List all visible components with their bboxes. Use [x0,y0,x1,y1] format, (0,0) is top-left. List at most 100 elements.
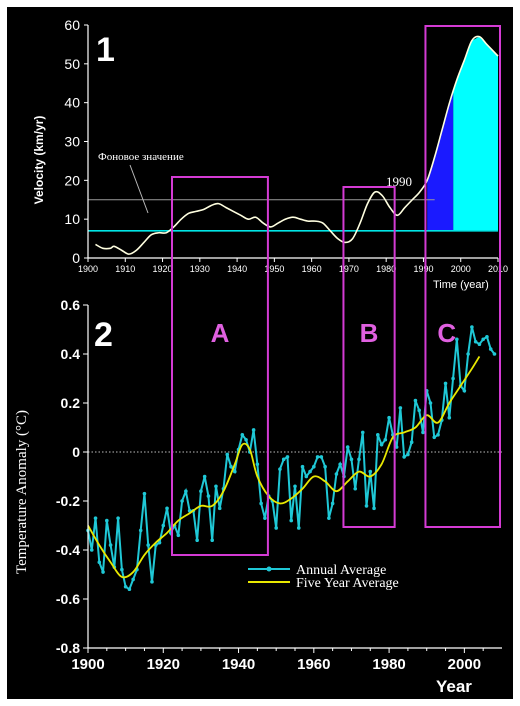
annual-average-point [285,455,290,459]
annual-average-point [150,580,154,584]
velocity-y-tick-label: 60 [64,17,80,33]
annual-average-point [398,406,403,410]
annual-average-point [368,469,373,474]
annual-average-point [127,587,132,591]
annual-average-point [357,457,361,462]
temperature-x-tick-label: 1900 [71,656,104,673]
year-1990-annotation: 1990 [386,174,412,189]
annual-average-point [481,337,485,342]
annual-average-point [232,469,237,474]
annual-average-point [202,474,207,479]
annual-average-point [146,543,151,547]
annual-average-point [466,352,470,356]
highlight-box-c [424,25,502,528]
annual-average-point [379,442,384,447]
temperature-x-tick-label: 1960 [297,656,330,673]
temperature-x-ticks: 1900 1920 1940 1960 1980 2000 [71,648,484,673]
velocity-y-tick-label: 0 [72,250,80,266]
annual-average-point [97,560,102,565]
chart-background [7,7,513,699]
annual-average-point [176,533,181,538]
velocity-y-tick-label: 20 [64,172,80,188]
annual-average-point [93,516,98,520]
velocity-x-tick-label: 1910 [115,264,135,274]
annual-average-point [360,430,365,435]
annual-average-point [251,428,256,432]
highlight-box-label-c: C [437,318,456,348]
annual-average-point [225,452,230,457]
annual-average-point [281,457,286,462]
annual-average-point [488,347,493,351]
velocity-y-tick-label: 10 [64,211,80,227]
annual-average-point [485,335,489,339]
annual-average-point [364,504,369,508]
velocity-y-tick-label: 50 [64,56,80,72]
temperature-y-tick-label: 0 [72,444,80,460]
annual-average-point [477,342,482,347]
temperature-y-axis-label: Temperature Anomaly (°C) [14,410,30,574]
annual-average-point [492,352,497,356]
background-label-leader [129,164,149,214]
annual-average-point [323,464,327,469]
annual-average-point [217,506,222,511]
annual-average-point [259,501,263,506]
five-year-average-line [87,355,481,579]
annual-average-point [300,464,305,469]
annual-average-point [406,452,410,457]
velocity-x-tick-label: 1930 [190,264,210,274]
velocity-y-tick-label: 40 [64,95,80,111]
annual-average-point [278,467,282,471]
annual-average-point [214,484,218,489]
annual-average-point [372,506,376,511]
annual-average-point [421,430,425,435]
legend-annual-marker [266,566,272,572]
velocity-line [95,35,499,255]
velocity-y-tick-label: 30 [64,134,80,150]
annual-average-point [338,462,342,467]
annual-average-point [263,516,267,520]
annual-average-point [195,538,199,542]
annual-average-point [443,381,448,386]
annual-average-point [470,325,474,329]
temperature-x-tick-label: 1920 [147,656,180,673]
annual-average-point [138,528,143,533]
velocity-x-tick-label: 1950 [264,264,284,274]
annual-average-point [199,489,203,494]
annual-average-point [417,408,422,413]
highlight-box-b [342,186,396,528]
annual-average-point [274,526,278,530]
temperature-y-ticks: -0.8 -0.6 -0.4 -0.2 0 0.2 0.4 0.6 [56,297,88,656]
velocity-x-tick-label: 2010 [488,264,508,274]
temperature-x-tick-label: 1940 [222,656,255,673]
annual-average-point [353,486,358,491]
annual-average-point [244,437,248,442]
velocity-fill-bands [427,36,498,231]
annual-average-point [447,415,452,420]
annual-average-point [255,462,260,467]
annual-average-point [327,516,331,520]
temperature-y-tick-label: -0.2 [56,493,80,509]
annual-average-point [436,433,440,437]
annual-average-point [289,518,294,523]
annual-average-point [462,388,467,393]
highlight-box-a [171,176,269,556]
annual-average-point [349,457,354,462]
annual-average-point [184,489,188,494]
temperature-y-tick-label: -0.4 [56,542,80,558]
annual-average-point [89,548,94,552]
velocity-fill-band-1 [427,91,454,231]
annual-average-point [409,440,414,445]
velocity-x-tick-label: 1940 [227,264,247,274]
annual-average-point [428,401,433,405]
background-value-label: Фоновое значение [98,151,184,163]
annual-average-point [165,506,169,511]
annual-average-point [432,435,437,440]
temperature-y-tick-label: 0.2 [61,395,81,411]
annual-average-point [131,577,135,582]
annual-average-point [413,398,418,403]
annual-average-point [116,516,120,520]
velocity-x-axis-label: Time (year) [433,279,489,291]
annual-average-point [161,523,166,528]
velocity-panel: 1900 1910 1920 1930 1940 1950 1960 1970 1980 1990… [32,17,508,291]
